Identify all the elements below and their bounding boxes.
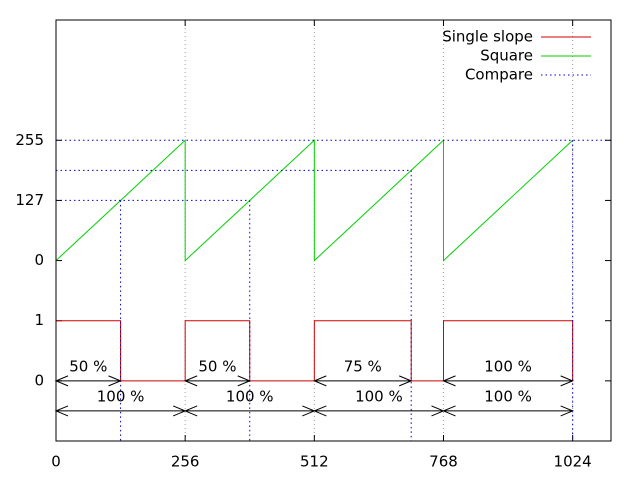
annotation-label: 75 %	[344, 357, 382, 375]
y-tick-label: 0	[34, 251, 44, 269]
annotation-label: 50 %	[69, 357, 107, 375]
legend-label: Single slope	[442, 28, 533, 46]
annotation-arrow	[442, 405, 574, 417]
series-line	[55, 139, 573, 262]
x-tick-label: 768	[429, 453, 458, 471]
y-tick-label: 1	[34, 311, 44, 329]
y-tick-label: 255	[15, 131, 44, 149]
annotation-label: 100 %	[355, 387, 403, 405]
series-line	[56, 139, 611, 441]
legend-label: Square	[480, 47, 533, 65]
annotation-label: 100 %	[97, 387, 145, 405]
annotation-arrow	[183, 375, 252, 387]
y-tick-label: 127	[15, 191, 44, 209]
legend-label: Compare	[465, 66, 533, 84]
plot-frame	[55, 19, 612, 442]
x-tick-label: 256	[171, 453, 200, 471]
annotation-label: 100 %	[484, 387, 532, 405]
annotation-arrow	[313, 375, 413, 387]
annotation-label: 100 %	[484, 357, 532, 375]
x-tick-label: 512	[300, 453, 329, 471]
annotation-arrow	[442, 375, 574, 387]
x-tick-label: 0	[51, 453, 61, 471]
annotation-label: 100 %	[226, 387, 274, 405]
annotation-label: 50 %	[198, 357, 236, 375]
y-tick-label: 0	[34, 371, 44, 389]
x-tick-label: 1024	[554, 453, 592, 471]
